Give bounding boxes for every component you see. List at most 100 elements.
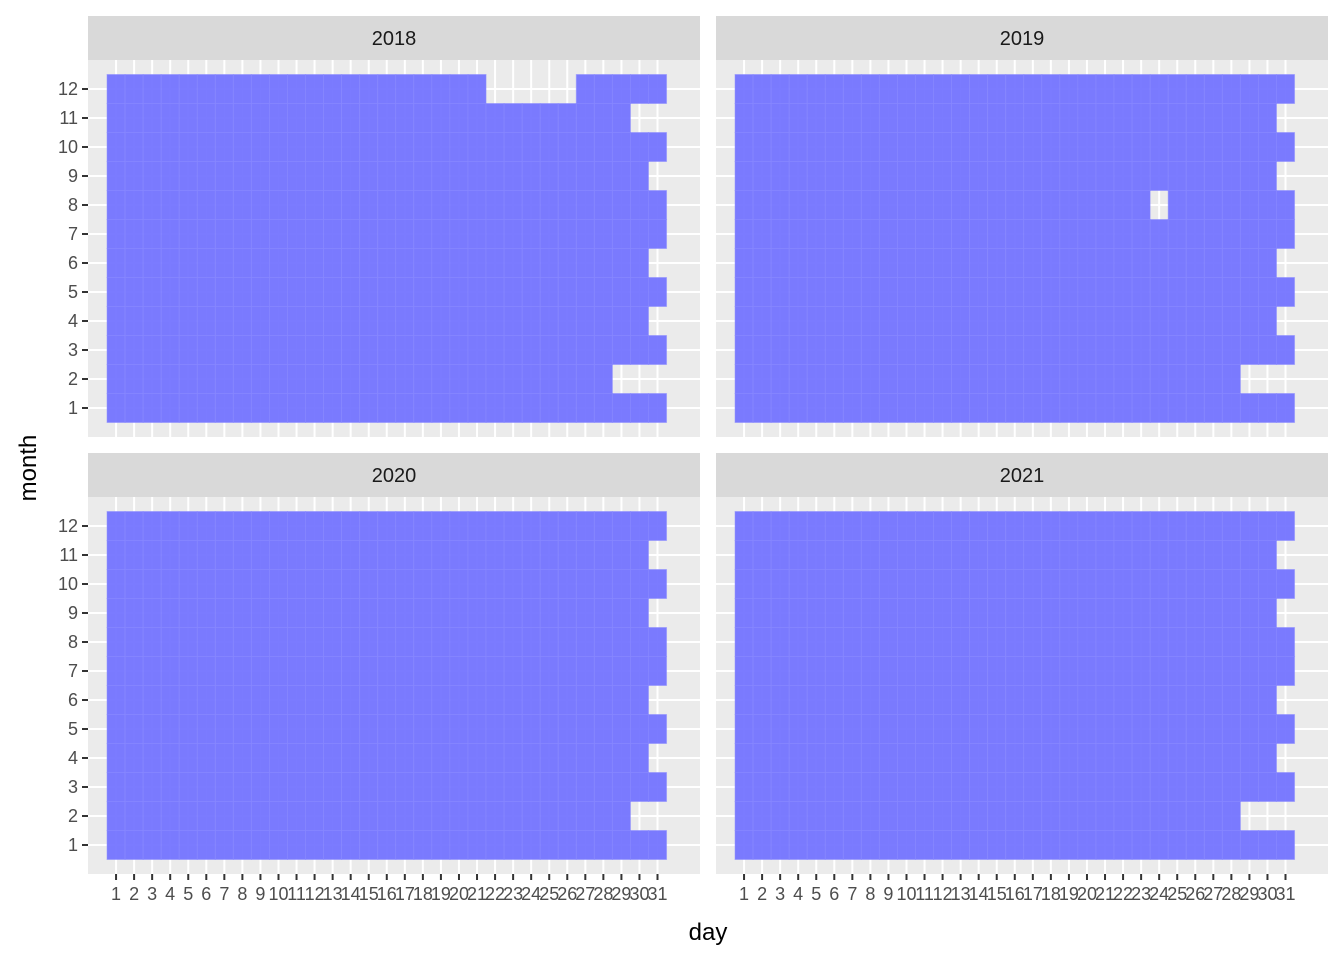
tile-2021-4-24 xyxy=(1149,743,1169,773)
facet-strip xyxy=(88,453,700,497)
tile-2019-2-28 xyxy=(1221,364,1241,394)
tile-2021-12-2 xyxy=(752,511,772,541)
tile-2019-2-13 xyxy=(951,364,971,394)
tile-2019-5-17 xyxy=(1023,277,1043,307)
tile-2018-7-6 xyxy=(196,219,216,249)
tile-2020-2-21 xyxy=(467,801,487,831)
tile-2020-4-26 xyxy=(557,743,577,773)
tile-2020-3-20 xyxy=(449,772,469,802)
tile-2018-2-1 xyxy=(106,364,126,394)
tile-2018-4-2 xyxy=(124,306,144,336)
tile-2018-1-14 xyxy=(341,393,361,423)
tile-2019-11-15 xyxy=(987,103,1007,133)
tile-2020-9-7 xyxy=(214,598,234,628)
tile-2018-9-2 xyxy=(124,161,144,191)
tile-2019-4-8 xyxy=(860,306,880,336)
tile-2019-7-6 xyxy=(824,219,844,249)
tile-2020-1-5 xyxy=(178,830,198,860)
tile-2020-4-19 xyxy=(431,743,451,773)
tile-2019-8-11 xyxy=(915,190,935,220)
tile-2018-3-28 xyxy=(593,335,613,365)
tile-2018-5-25 xyxy=(539,277,559,307)
tile-2019-12-13 xyxy=(951,74,971,104)
tile-2021-12-22 xyxy=(1113,511,1133,541)
tile-2021-4-6 xyxy=(824,743,844,773)
tile-2021-9-20 xyxy=(1077,598,1097,628)
tile-2021-5-3 xyxy=(770,714,790,744)
tile-2021-7-23 xyxy=(1131,656,1151,686)
tile-2021-9-23 xyxy=(1131,598,1151,628)
tile-2018-8-10 xyxy=(268,190,289,220)
tile-2019-7-17 xyxy=(1023,219,1043,249)
tile-2018-12-10 xyxy=(268,74,289,104)
tile-2018-12-14 xyxy=(341,74,361,104)
tile-2021-5-20 xyxy=(1077,714,1097,744)
tile-2020-1-8 xyxy=(232,830,252,860)
tile-2019-8-4 xyxy=(788,190,808,220)
tile-2020-4-3 xyxy=(142,743,162,773)
x-tick-label: 7 xyxy=(847,884,857,904)
tile-2021-10-18 xyxy=(1041,569,1061,599)
tile-2018-3-30 xyxy=(629,335,649,365)
tile-2019-2-6 xyxy=(824,364,844,394)
tile-2018-1-27 xyxy=(575,393,595,423)
tile-2020-9-8 xyxy=(232,598,252,628)
tile-2019-5-20 xyxy=(1077,277,1097,307)
tile-2019-2-2 xyxy=(752,364,772,394)
tile-2018-3-29 xyxy=(611,335,631,365)
tile-2020-12-23 xyxy=(503,511,523,541)
tile-2019-8-3 xyxy=(770,190,790,220)
tile-2019-4-11 xyxy=(915,306,935,336)
x-tick-label: 22 xyxy=(1113,884,1133,904)
tile-2019-12-9 xyxy=(878,74,898,104)
tile-2020-2-6 xyxy=(196,801,216,831)
tile-2019-3-9 xyxy=(878,335,898,365)
tile-2019-12-22 xyxy=(1113,74,1133,104)
tile-2019-3-25 xyxy=(1167,335,1187,365)
tile-2019-7-7 xyxy=(842,219,862,249)
tile-2018-11-19 xyxy=(431,103,451,133)
facet-strip-label: 2019 xyxy=(1000,28,1045,50)
tile-2020-9-5 xyxy=(178,598,198,628)
tile-2021-8-16 xyxy=(1005,627,1025,657)
tile-2020-2-14 xyxy=(341,801,361,831)
tile-2021-9-8 xyxy=(860,598,880,628)
tile-2021-3-30 xyxy=(1257,772,1277,802)
tile-2021-4-19 xyxy=(1059,743,1079,773)
tile-2019-7-23 xyxy=(1131,219,1151,249)
tile-2021-4-10 xyxy=(896,743,917,773)
tile-2019-5-24 xyxy=(1149,277,1169,307)
x-tick-label: 31 xyxy=(1275,884,1295,904)
tile-2020-3-1 xyxy=(106,772,126,802)
tile-2018-5-3 xyxy=(142,277,162,307)
tile-2018-10-4 xyxy=(160,132,180,162)
tile-2019-12-8 xyxy=(860,74,880,104)
tile-2019-6-13 xyxy=(951,248,971,278)
tile-2021-7-10 xyxy=(896,656,917,686)
tile-2020-11-10 xyxy=(268,540,289,570)
tile-2018-10-26 xyxy=(557,132,577,162)
tile-2020-3-29 xyxy=(611,772,631,802)
tile-2019-8-23 xyxy=(1131,190,1151,220)
tile-2019-6-7 xyxy=(842,248,862,278)
tile-2019-1-11 xyxy=(915,393,935,423)
tile-2018-5-31 xyxy=(647,277,668,307)
tile-2019-2-12 xyxy=(933,364,953,394)
tile-2019-2-20 xyxy=(1077,364,1097,394)
tile-2019-10-30 xyxy=(1257,132,1277,162)
tile-2018-1-6 xyxy=(196,393,216,423)
tile-2018-7-14 xyxy=(341,219,361,249)
tile-2018-1-16 xyxy=(377,393,397,423)
tile-2019-6-5 xyxy=(806,248,826,278)
tile-2020-6-30 xyxy=(629,685,649,715)
tile-2019-5-1 xyxy=(734,277,754,307)
tile-2021-12-20 xyxy=(1077,511,1097,541)
tile-2021-12-4 xyxy=(788,511,808,541)
tile-2018-7-24 xyxy=(521,219,541,249)
tile-2021-10-12 xyxy=(933,569,953,599)
tile-2021-5-8 xyxy=(860,714,880,744)
tile-2019-9-1 xyxy=(734,161,754,191)
tile-2019-4-16 xyxy=(1005,306,1025,336)
tile-2021-10-15 xyxy=(987,569,1007,599)
tile-2019-6-12 xyxy=(933,248,953,278)
